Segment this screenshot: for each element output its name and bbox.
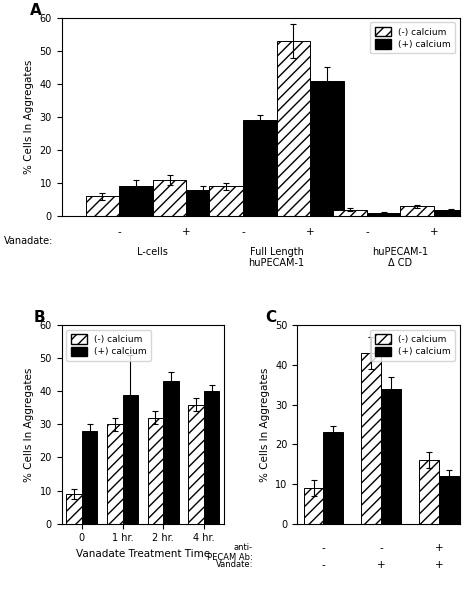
Bar	[243, 120, 277, 216]
Bar	[210, 186, 243, 216]
Bar	[401, 206, 434, 216]
Bar	[107, 424, 123, 524]
Bar	[419, 460, 439, 524]
Bar	[361, 353, 381, 524]
Bar	[163, 381, 179, 524]
Legend: (-) calcium, (+) calcium: (-) calcium, (+) calcium	[370, 330, 455, 361]
Text: -: -	[321, 560, 325, 569]
X-axis label: Vanadate Treatment Time: Vanadate Treatment Time	[76, 549, 210, 559]
Text: +: +	[435, 543, 443, 553]
Legend: (-) calcium, (+) calcium: (-) calcium, (+) calcium	[66, 330, 151, 361]
Text: +: +	[377, 560, 385, 569]
Y-axis label: % Cells In Aggregates: % Cells In Aggregates	[24, 367, 34, 481]
Bar	[66, 494, 82, 524]
Text: -: -	[365, 227, 369, 237]
Bar	[82, 431, 97, 524]
Text: anti-
PECAM Ab:: anti- PECAM Ab:	[207, 543, 253, 562]
Text: +: +	[306, 227, 315, 237]
Legend: (-) calcium, (+) calcium: (-) calcium, (+) calcium	[370, 23, 455, 54]
Bar	[153, 180, 186, 216]
Bar	[186, 190, 220, 216]
Text: B: B	[34, 310, 46, 325]
Bar	[123, 394, 138, 524]
Text: +: +	[435, 560, 443, 569]
Bar	[310, 81, 344, 216]
Text: +: +	[182, 227, 191, 237]
Bar	[323, 433, 343, 524]
Bar	[434, 209, 468, 216]
Bar	[85, 196, 119, 216]
Text: L-cells: L-cells	[137, 247, 168, 256]
Text: +: +	[430, 227, 438, 237]
Bar	[333, 209, 367, 216]
Y-axis label: % Cells In Aggregates: % Cells In Aggregates	[260, 367, 270, 481]
Bar	[188, 405, 204, 524]
Y-axis label: % Cells In Aggregates: % Cells In Aggregates	[24, 60, 34, 174]
Bar	[381, 389, 401, 524]
Bar	[148, 418, 163, 524]
Bar	[119, 186, 153, 216]
Bar	[303, 488, 323, 524]
Text: Full Length
huPECAM-1: Full Length huPECAM-1	[248, 247, 305, 268]
Bar	[277, 41, 310, 216]
Text: C: C	[265, 310, 276, 325]
Bar	[367, 213, 401, 216]
Text: -: -	[117, 227, 121, 237]
Text: huPECAM-1
Δ CD: huPECAM-1 Δ CD	[373, 247, 428, 268]
Text: A: A	[30, 3, 42, 18]
Text: -: -	[321, 543, 325, 553]
Bar	[204, 392, 219, 524]
Text: Vandate:: Vandate:	[216, 560, 253, 569]
Text: Vanadate:: Vanadate:	[4, 236, 54, 246]
Bar	[439, 476, 459, 524]
Text: -: -	[241, 227, 245, 237]
Text: -: -	[379, 543, 383, 553]
